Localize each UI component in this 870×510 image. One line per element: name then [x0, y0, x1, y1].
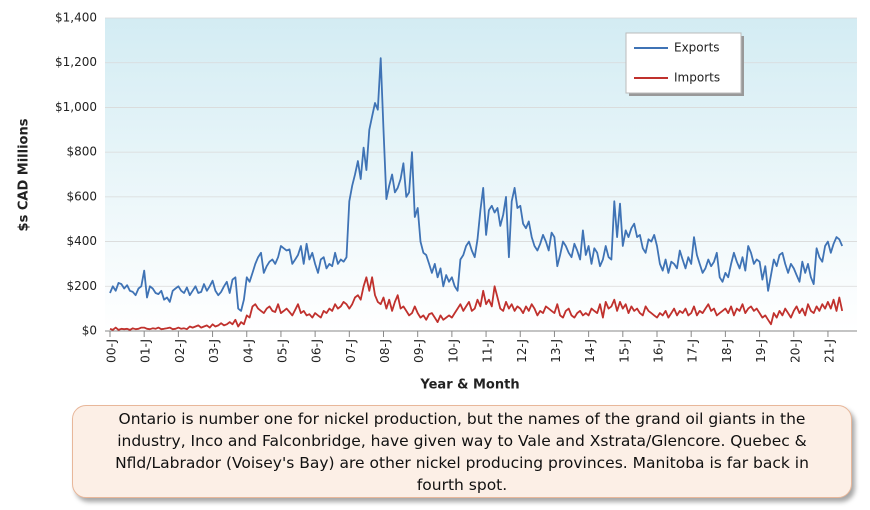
y-tick-label: $800	[66, 145, 97, 159]
x-tick-label: 20-J	[788, 339, 802, 363]
x-tick-label: 11-J	[481, 339, 495, 363]
x-tick-label: 00-J	[105, 339, 119, 363]
x-tick-label: 13-J	[549, 339, 563, 363]
x-tick-label: 07-J	[344, 339, 358, 363]
x-tick-label: 16-J	[652, 339, 666, 363]
y-tick-label: $1,200	[55, 55, 97, 69]
plot-area	[105, 18, 857, 331]
series-line	[109, 57, 844, 312]
x-tick-label: 05-J	[275, 339, 289, 363]
y-tick-label: $400	[66, 234, 97, 248]
legend-label: Exports	[674, 41, 720, 55]
x-tick-label: 01-J	[139, 339, 153, 363]
x-tick-label: 18-J	[720, 339, 734, 363]
caption: Ontario is number one for nickel product…	[72, 405, 852, 498]
y-tick-label: $600	[66, 189, 97, 203]
x-tick-label: 12-J	[515, 339, 529, 363]
x-tick-label: 03-J	[207, 339, 221, 363]
y-tick-label: $0	[82, 324, 97, 338]
x-axis-title: Year & Month	[419, 378, 519, 393]
x-tick-label: 06-J	[310, 339, 324, 363]
chart: $s CAD Millions Year & Month $0 $200 $400 $…	[17, 11, 857, 393]
y-tick-label: $200	[66, 279, 97, 293]
legend	[625, 32, 742, 94]
y-axis-title: $s CAD Millions	[17, 118, 32, 231]
x-tick-label: 21-J	[822, 339, 836, 363]
x-tick-label: 02-J	[173, 339, 187, 363]
series-line	[109, 276, 844, 331]
x-tick-label: 17-J	[686, 339, 700, 363]
x-tick-label: 15-J	[617, 339, 631, 363]
x-tick-label: 14-J	[583, 339, 597, 363]
y-tick-label: $1,000	[55, 100, 97, 114]
legend-label: Imports	[674, 71, 720, 85]
x-tick-label: 10-J	[446, 339, 460, 363]
y-tick-label: $1,400	[55, 11, 97, 25]
x-tick-label: 04-J	[241, 339, 255, 363]
x-tick-label: 08-J	[378, 339, 392, 363]
x-tick-label: 09-J	[412, 339, 426, 363]
x-tick-label: 19-J	[754, 339, 768, 363]
